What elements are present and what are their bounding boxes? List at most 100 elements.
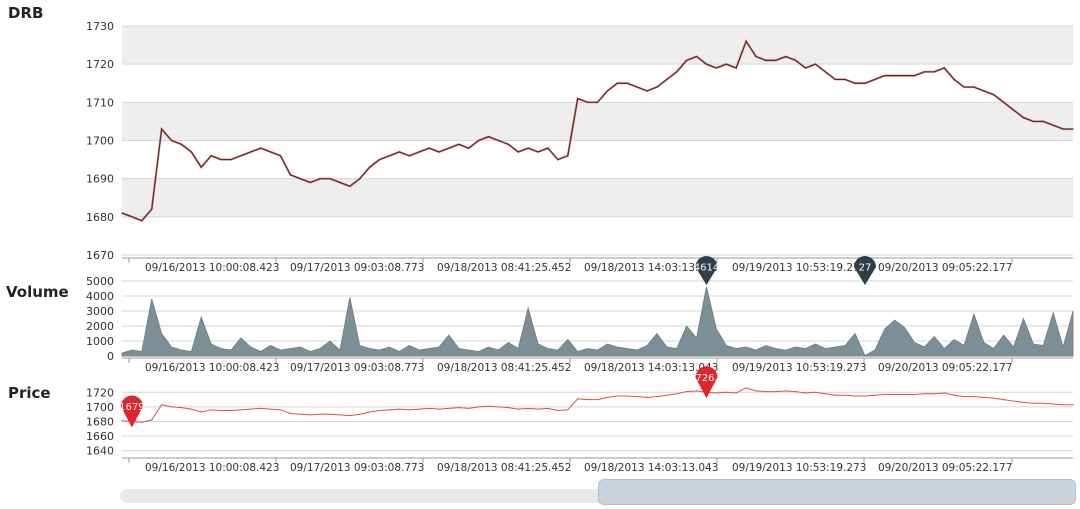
data-point	[1003, 399, 1005, 401]
data-point	[378, 158, 381, 161]
x-tick-label: 09/18/2013 08:41:25.452	[437, 362, 571, 374]
data-point	[943, 392, 945, 394]
data-point	[527, 407, 529, 409]
marker-label: 1726.2	[689, 373, 724, 384]
data-point	[200, 166, 202, 168]
data-point	[884, 393, 886, 396]
data-point	[200, 411, 202, 413]
data-point	[646, 396, 648, 399]
data-point	[161, 404, 163, 406]
data-point	[507, 407, 509, 409]
data-point	[666, 78, 668, 81]
data-point	[735, 392, 737, 394]
data-point	[537, 408, 539, 410]
data-point	[1032, 120, 1034, 123]
data-point	[121, 212, 123, 214]
data-point	[854, 82, 856, 84]
x-tick-label: 09/16/2013 10:00:08.423	[145, 362, 279, 374]
data-point	[1072, 128, 1074, 130]
data-point	[814, 63, 817, 65]
data-point	[438, 408, 440, 410]
x-tick-label: 09/16/2013 10:00:08.423	[145, 462, 279, 474]
data-point	[913, 393, 916, 396]
data-point	[864, 82, 866, 84]
data-point	[230, 158, 232, 161]
data-point	[190, 151, 192, 153]
data-point	[279, 155, 282, 157]
range-navigator[interactable]	[120, 479, 1076, 505]
data-point	[240, 155, 242, 157]
x-tick-label: 09/19/2013 10:53:19.273	[732, 262, 866, 274]
data-point	[487, 405, 490, 407]
data-point	[725, 63, 727, 65]
stock-chart[interactable]: 1670 1680 1690 1700 1710 1720 1730 09/16/2013 1…	[0, 0, 1080, 478]
data-point	[844, 394, 846, 396]
data-point	[844, 78, 846, 81]
marker-label: 1679	[119, 402, 144, 413]
data-point	[755, 55, 757, 58]
data-point	[448, 147, 450, 149]
marker-pin-shape	[853, 256, 876, 285]
data-point	[567, 155, 569, 157]
y-tick-label: 3000	[86, 305, 114, 318]
data-point	[963, 396, 965, 398]
data-point	[725, 391, 727, 393]
data-point	[795, 390, 797, 393]
data-point	[745, 387, 747, 389]
data-point	[269, 151, 272, 153]
volume-panel-title: Volume	[6, 283, 69, 301]
data-point	[1003, 101, 1005, 103]
data-point	[636, 396, 638, 398]
data-point	[596, 399, 599, 401]
plot-band	[122, 26, 1073, 65]
data-point	[250, 408, 252, 410]
data-point	[775, 390, 777, 393]
data-point	[468, 407, 470, 409]
data-point	[804, 392, 807, 394]
data-point	[418, 151, 420, 153]
data-point	[834, 394, 836, 396]
data-point	[705, 63, 708, 65]
data-point	[547, 407, 549, 409]
data-point	[1042, 402, 1044, 404]
data-point	[983, 396, 985, 399]
data-point	[953, 394, 955, 396]
x-tick-label: 09/17/2013 09:03:08.773	[290, 362, 424, 374]
data-point	[260, 407, 262, 409]
x-tick-label: 09/17/2013 09:03:08.773	[290, 462, 424, 474]
data-point	[666, 394, 668, 396]
data-point	[398, 151, 400, 153]
data-point	[151, 208, 153, 210]
data-point	[606, 90, 609, 92]
drb-panel-title: DRB	[8, 4, 44, 22]
data-point	[369, 411, 371, 413]
data-point	[745, 40, 747, 42]
data-point	[289, 174, 292, 176]
data-point	[161, 128, 163, 130]
navigator-thumb[interactable]	[598, 479, 1076, 505]
data-point	[547, 147, 549, 149]
data-point	[735, 67, 737, 69]
x-tick-label: 09/20/2013 09:05:22.177	[878, 462, 1012, 474]
data-point	[458, 143, 460, 145]
data-point	[656, 396, 658, 398]
data-point	[329, 178, 331, 180]
y-tick-label: 1710	[86, 96, 114, 109]
data-point	[695, 390, 698, 392]
data-point	[963, 86, 965, 88]
data-point	[478, 406, 480, 408]
data-point	[319, 178, 321, 180]
y-tick-label: 1720	[86, 58, 114, 71]
data-point	[299, 413, 301, 415]
marker-pin-shape	[695, 256, 718, 285]
data-point	[814, 391, 817, 393]
data-point	[468, 147, 470, 149]
data-point	[230, 409, 232, 412]
data-point	[923, 393, 926, 395]
data-point	[428, 147, 430, 149]
data-point	[824, 393, 826, 395]
y-tick-label: 1000	[86, 335, 114, 348]
data-point	[1022, 401, 1025, 404]
y-tick-label: 1720	[86, 386, 114, 399]
data-point	[180, 143, 183, 145]
